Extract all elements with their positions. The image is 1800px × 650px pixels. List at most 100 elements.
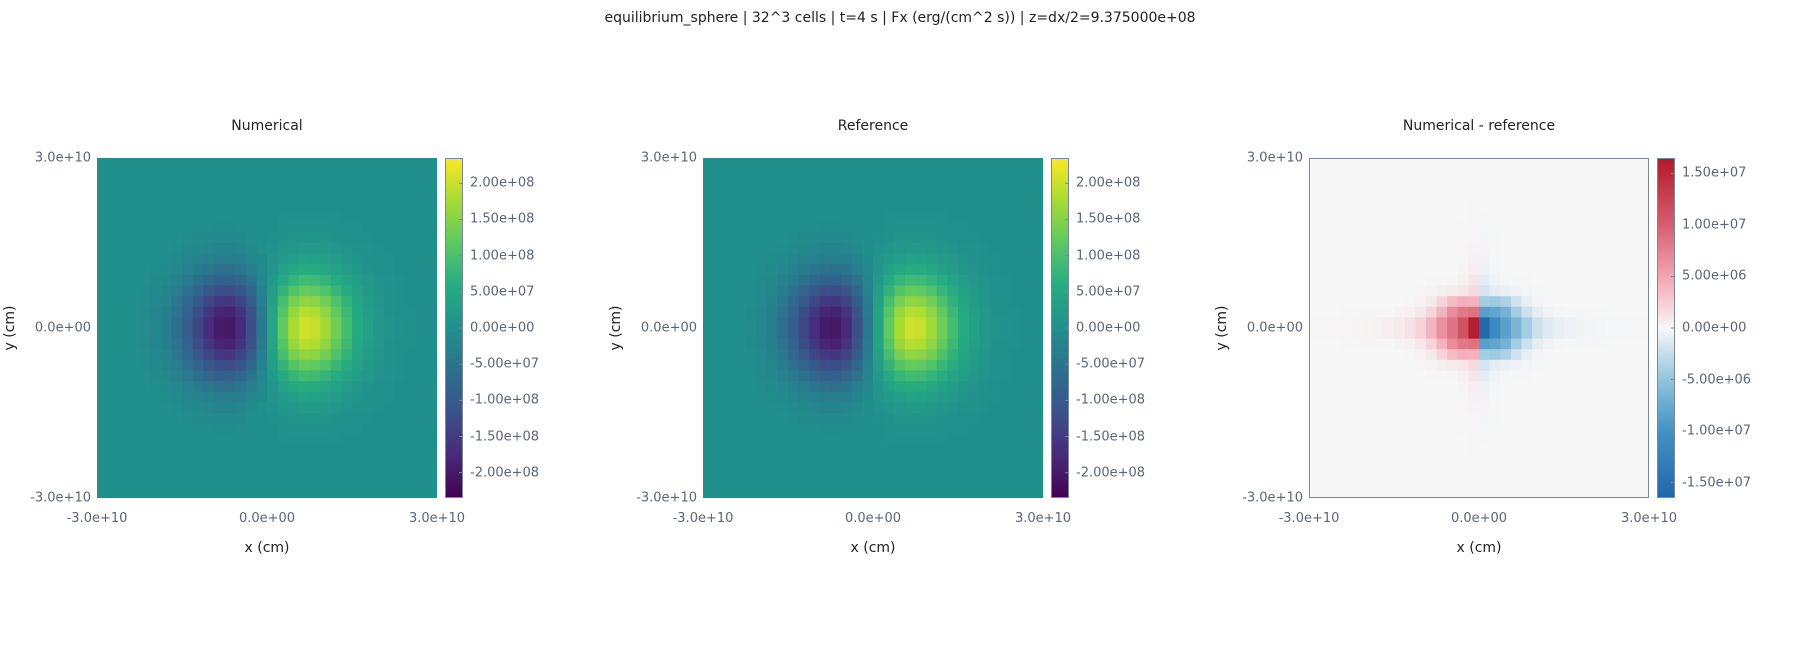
heatmap-cell xyxy=(1404,168,1416,180)
heatmap-cell xyxy=(851,179,863,191)
heatmap-cell xyxy=(713,423,725,435)
heatmap-cell xyxy=(1351,328,1363,340)
heatmap-cell xyxy=(745,423,757,435)
colorbar-segment xyxy=(1657,192,1675,195)
heatmap-cell xyxy=(1351,211,1363,223)
heatmap-cell xyxy=(703,189,715,201)
colorbar-segment xyxy=(1051,182,1069,185)
heatmap-cell xyxy=(415,285,427,297)
heatmap-cell xyxy=(1479,168,1491,180)
heatmap-cell xyxy=(894,370,906,382)
heatmap-cell xyxy=(1351,476,1363,488)
heatmap-cell xyxy=(182,200,194,212)
heatmap-cell xyxy=(873,264,885,276)
heatmap-cell xyxy=(1032,338,1043,350)
heatmap-cell xyxy=(1021,444,1033,456)
heatmap-cell xyxy=(734,306,746,318)
heatmap-cell xyxy=(1436,179,1448,191)
heatmap-cell xyxy=(298,434,310,446)
heatmap-cell xyxy=(851,434,863,446)
colorbar-tick-label: 5.00e+07 xyxy=(470,284,535,300)
colorbar-segment xyxy=(1657,232,1675,235)
heatmap-cell xyxy=(904,285,916,297)
colorbar-segment xyxy=(1657,444,1675,447)
heatmap-cell xyxy=(1436,296,1448,308)
heatmap-cell xyxy=(1340,264,1352,276)
heatmap-cell xyxy=(118,359,130,371)
heatmap-cell xyxy=(1585,466,1597,478)
heatmap-cell xyxy=(107,381,119,393)
heatmap-cell xyxy=(1032,349,1043,361)
heatmap-cell xyxy=(756,359,768,371)
heatmap-cell xyxy=(203,243,215,255)
colorbar-segment xyxy=(1051,200,1069,203)
heatmap-cell xyxy=(107,264,119,276)
heatmap-cell xyxy=(1383,455,1395,467)
heatmap-cell xyxy=(958,444,970,456)
heatmap-cell xyxy=(756,306,768,318)
heatmap-cell xyxy=(958,423,970,435)
heatmap-cell xyxy=(1638,274,1649,286)
heatmap-cell xyxy=(203,285,215,297)
heatmap-cell xyxy=(352,306,364,318)
heatmap-cell xyxy=(1468,487,1480,498)
heatmap-cell xyxy=(1532,243,1544,255)
heatmap-cell xyxy=(277,391,289,403)
heatmap-cell xyxy=(1489,317,1501,329)
heatmap-cell xyxy=(936,221,948,233)
heatmap-cell xyxy=(1362,391,1374,403)
heatmap-cell xyxy=(1479,423,1491,435)
heatmap-cell xyxy=(245,317,257,329)
colorbar-segment xyxy=(1657,400,1675,403)
heatmap-cell xyxy=(1362,370,1374,382)
heatmap-cell xyxy=(936,274,948,286)
heatmap-cell xyxy=(139,296,151,308)
heatmap-cell xyxy=(330,317,342,329)
heatmap-cell xyxy=(320,200,332,212)
heatmap-cell xyxy=(118,274,130,286)
heatmap-cell xyxy=(1309,487,1321,498)
heatmap-cell xyxy=(926,476,938,488)
heatmap-cell xyxy=(1436,444,1448,456)
heatmap-cell xyxy=(373,264,385,276)
heatmap-cell xyxy=(256,285,268,297)
heatmap-cell xyxy=(830,264,842,276)
heatmap-cell xyxy=(862,402,874,414)
heatmap-cell xyxy=(298,359,310,371)
heatmap-cell xyxy=(777,359,789,371)
heatmap-cell xyxy=(819,423,831,435)
heatmap-cell xyxy=(298,349,310,361)
heatmap-cell xyxy=(841,221,853,233)
heatmap-cell xyxy=(288,179,300,191)
heatmap-cell xyxy=(1510,306,1522,318)
heatmap-cell xyxy=(1585,306,1597,318)
heatmap-cell xyxy=(1489,402,1501,414)
heatmap-cell xyxy=(968,285,980,297)
colorbar-segment xyxy=(1051,242,1069,245)
heatmap-cell xyxy=(118,285,130,297)
heatmap-cell xyxy=(1606,211,1618,223)
heatmap-cell xyxy=(1638,370,1649,382)
heatmap-cell xyxy=(1457,328,1469,340)
heatmap-cell xyxy=(213,434,225,446)
colorbar-segment xyxy=(1051,188,1069,191)
heatmap-cell xyxy=(128,243,140,255)
colorbar-segment xyxy=(445,412,463,415)
colorbar-segment xyxy=(1051,226,1069,229)
heatmap-cell xyxy=(819,158,831,170)
heatmap-cell xyxy=(809,381,821,393)
heatmap-cell xyxy=(128,413,140,425)
heatmap-cell xyxy=(1479,349,1491,361)
heatmap-cell xyxy=(1340,391,1352,403)
heatmap-cell xyxy=(256,200,268,212)
heatmap-cell xyxy=(1383,189,1395,201)
heatmap-cell xyxy=(1436,253,1448,265)
heatmap-cell xyxy=(405,211,417,223)
heatmap-cell xyxy=(1595,466,1607,478)
heatmap-cell xyxy=(1383,391,1395,403)
heatmap-cell xyxy=(224,487,236,498)
heatmap-cell xyxy=(1394,158,1406,170)
heatmap-cell xyxy=(894,306,906,318)
heatmap-cell xyxy=(703,338,715,350)
heatmap-cell xyxy=(734,274,746,286)
